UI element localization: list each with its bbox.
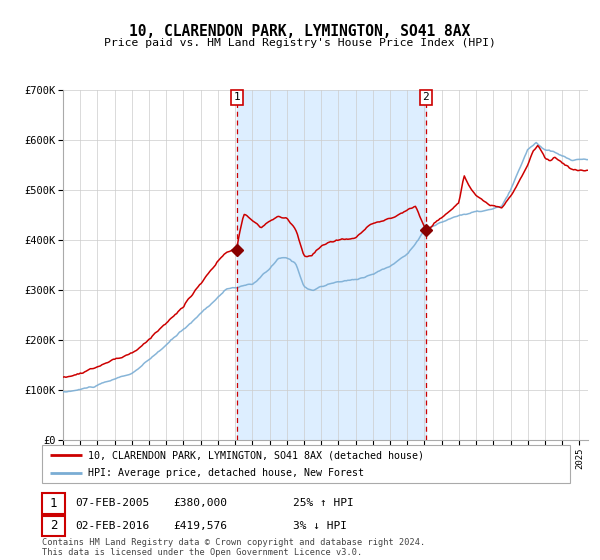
FancyBboxPatch shape [42, 516, 65, 536]
Text: 07-FEB-2005: 07-FEB-2005 [76, 498, 150, 508]
Text: 2: 2 [50, 519, 57, 533]
Text: 2: 2 [422, 92, 429, 102]
Text: HPI: Average price, detached house, New Forest: HPI: Average price, detached house, New … [88, 468, 364, 478]
Text: Price paid vs. HM Land Registry's House Price Index (HPI): Price paid vs. HM Land Registry's House … [104, 38, 496, 48]
FancyBboxPatch shape [42, 493, 65, 514]
Text: 10, CLARENDON PARK, LYMINGTON, SO41 8AX (detached house): 10, CLARENDON PARK, LYMINGTON, SO41 8AX … [88, 450, 424, 460]
Text: 1: 1 [50, 497, 57, 510]
Text: 02-FEB-2016: 02-FEB-2016 [76, 521, 150, 531]
FancyBboxPatch shape [42, 445, 570, 483]
Text: £380,000: £380,000 [173, 498, 227, 508]
Text: £419,576: £419,576 [173, 521, 227, 531]
Text: 1: 1 [233, 92, 240, 102]
Text: Contains HM Land Registry data © Crown copyright and database right 2024.
This d: Contains HM Land Registry data © Crown c… [42, 538, 425, 557]
Text: 10, CLARENDON PARK, LYMINGTON, SO41 8AX: 10, CLARENDON PARK, LYMINGTON, SO41 8AX [130, 24, 470, 39]
Text: 3% ↓ HPI: 3% ↓ HPI [293, 521, 347, 531]
Text: 25% ↑ HPI: 25% ↑ HPI [293, 498, 353, 508]
Bar [236, 90, 426, 440]
